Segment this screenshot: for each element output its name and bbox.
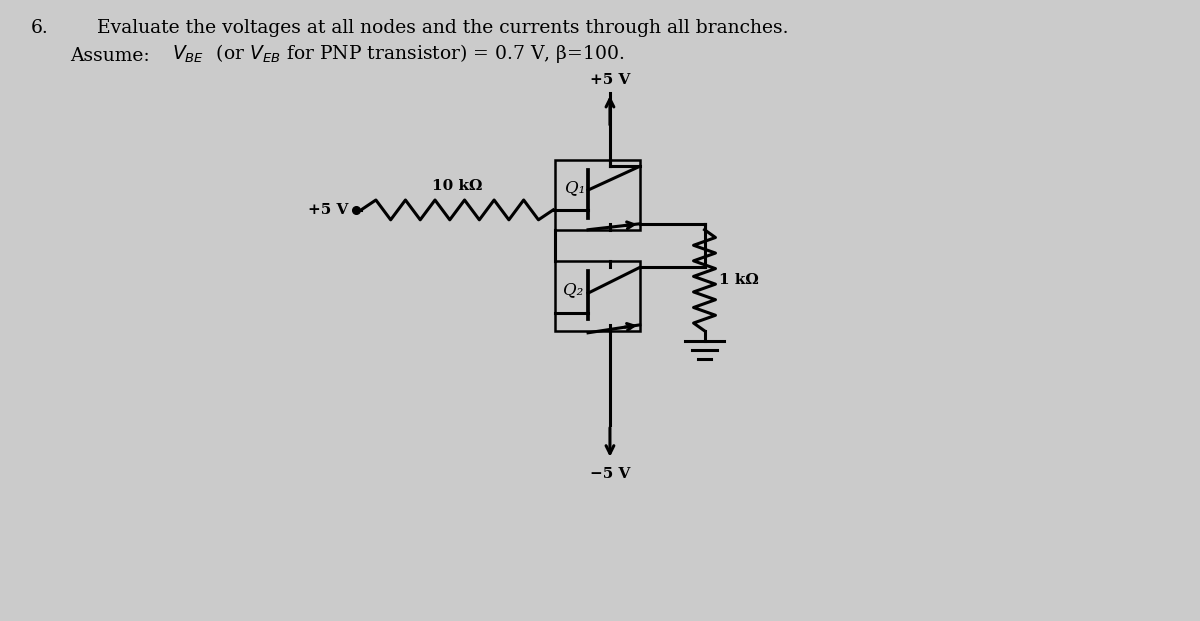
- Text: Q₂: Q₂: [563, 281, 583, 297]
- Text: Assume:: Assume:: [71, 47, 156, 65]
- Text: 6.: 6.: [31, 19, 48, 37]
- Text: +5 V: +5 V: [589, 73, 630, 87]
- Text: 1 kΩ: 1 kΩ: [720, 273, 760, 288]
- Text: Q₁: Q₁: [565, 179, 586, 197]
- Text: (or $V_{EB}$ for PNP transistor) = 0.7 V, β=100.: (or $V_{EB}$ for PNP transistor) = 0.7 V…: [210, 42, 624, 65]
- Text: Evaluate the voltages at all nodes and the currents through all branches.: Evaluate the voltages at all nodes and t…: [97, 19, 788, 37]
- Text: $V_{BE}$: $V_{BE}$: [172, 44, 204, 65]
- Text: 10 kΩ: 10 kΩ: [432, 179, 482, 193]
- Text: −5 V: −5 V: [589, 466, 630, 481]
- Text: +5 V: +5 V: [307, 203, 348, 217]
